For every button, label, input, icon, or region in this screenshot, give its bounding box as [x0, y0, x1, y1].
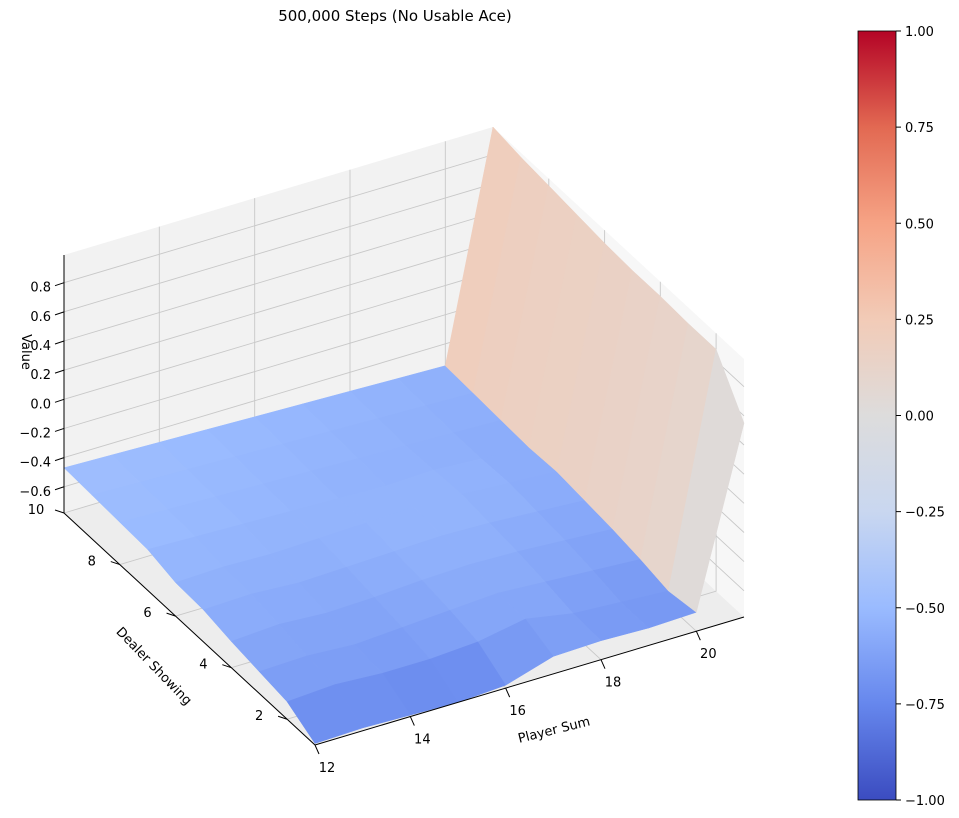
y-tick [166, 612, 176, 617]
y-axis-label: Dealer Showing [113, 625, 195, 709]
x-tick [505, 687, 511, 698]
axis-lines [63, 255, 745, 746]
z-tick [54, 427, 65, 432]
z-tick [54, 340, 65, 345]
y-tick-label: 8 [88, 555, 96, 570]
colorbar-tick-label: −0.75 [905, 698, 945, 713]
x-tick-label: 14 [414, 733, 431, 748]
surface-patch [668, 348, 745, 613]
colorbar: 1.00 0.75 0.50 0.25 0.00 −0.25 −0.50 −0.75 −1.00 [857, 25, 945, 809]
z-tick [54, 398, 65, 403]
z-tick [54, 457, 65, 462]
y-tick [222, 664, 232, 669]
chart-title: 500,000 Steps (No Usable Ace) [278, 7, 512, 25]
z-tick-label: 0.0 [30, 397, 51, 412]
z-tick-label: 0.6 [30, 310, 51, 325]
colorbar-tick-label: 0.25 [905, 313, 934, 328]
z-axis-label: Value [18, 334, 33, 370]
axis-ticks: 12 14 16 18 20 2 4 6 8 10 −0.6 −0.4 −0.2 0.0 0.2 0.4 0.6… [19, 281, 716, 776]
colorbar-gradient [857, 30, 897, 801]
surface-patch [286, 684, 364, 744]
z-tick-label: 0.2 [30, 368, 51, 383]
x-tick [600, 659, 606, 669]
y-tick [110, 561, 120, 566]
z-tick-label: −0.4 [19, 456, 51, 471]
z-tick-label: −0.6 [19, 485, 51, 500]
colorbar-tick-label: 0.50 [905, 217, 934, 232]
x-tick [409, 716, 415, 726]
y-tick-label: 4 [199, 658, 207, 673]
colorbar-ticks: 1.00 0.75 0.50 0.25 0.00 −0.25 −0.50 −0.75 −1.00 [896, 25, 945, 809]
z-tick [54, 486, 65, 491]
x-tick [314, 744, 320, 755]
y-tick-label: 2 [255, 709, 263, 724]
colorbar-tick-label: 1.00 [905, 25, 934, 40]
z-tick [54, 282, 65, 287]
x-tick [695, 631, 701, 641]
y-axis-line [63, 512, 316, 746]
x-tick-label: 16 [509, 704, 526, 719]
y-tick [277, 715, 288, 720]
z-tick [54, 369, 65, 374]
y-tick-label: 6 [143, 606, 151, 621]
x-axis-label: Player Sum [517, 714, 592, 746]
colorbar-tick-label: 0.75 [905, 121, 934, 136]
x-tick-label: 20 [700, 647, 717, 662]
colorbar-tick-label: 0.00 [905, 410, 934, 425]
colorbar-tick-label: −0.50 [905, 602, 945, 617]
z-tick-label: 0.8 [30, 281, 51, 296]
z-tick-label: 0.4 [30, 339, 51, 354]
colorbar-tick-label: −1.00 [905, 794, 945, 809]
x-tick-label: 12 [319, 761, 336, 776]
x-tick-label: 18 [605, 676, 622, 691]
y-tick [54, 509, 65, 514]
value-surface [63, 126, 745, 744]
y-tick-label: 10 [28, 503, 45, 518]
z-tick-label: −0.2 [19, 426, 51, 441]
colorbar-tick-label: −0.25 [905, 506, 945, 521]
x-axis-line [314, 616, 745, 746]
z-tick [54, 311, 65, 316]
